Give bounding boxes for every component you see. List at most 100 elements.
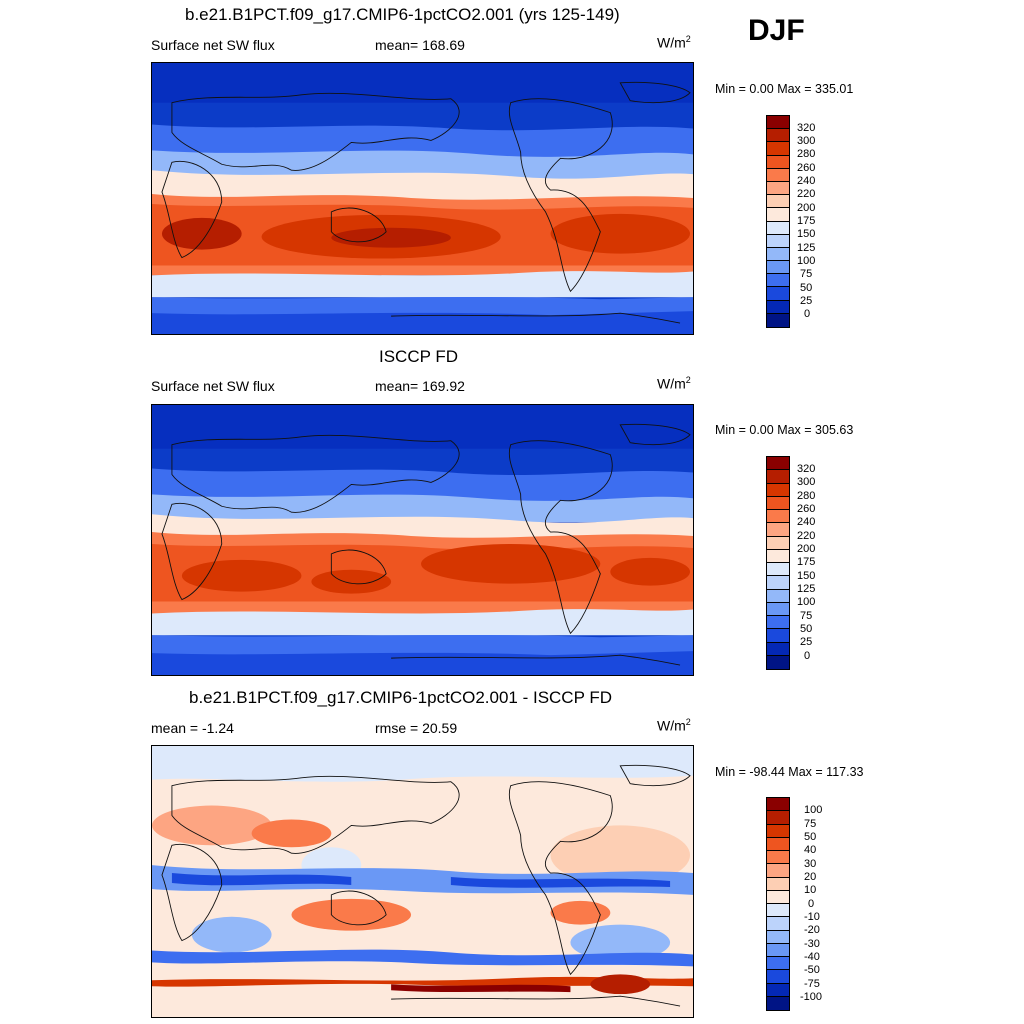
colorbar-cell [767,116,789,130]
colorbar-cell [767,983,789,997]
colorbar-tick-label: -30 [804,938,820,950]
colorbar-cell [767,510,789,524]
colorbar-cell [767,824,789,838]
colorbar-tick-label: 30 [804,858,817,870]
colorbar-cell [767,457,789,471]
colorbar-tick-label: -75 [804,978,820,990]
colorbar-cell [767,142,789,156]
colorbar-tick-label: 0 [804,308,811,320]
colorbar-cell [767,274,789,288]
panel-3-map [151,745,694,1018]
colorbar-tick-label: -50 [804,964,820,976]
colorbar-tick-label: 25 [800,636,813,648]
colorbar-cell [767,221,789,235]
colorbar-cell [767,287,789,301]
colorbar-tick-label: 75 [800,610,813,622]
colorbar-tick-label: -20 [804,924,820,936]
colorbar-cell [767,602,789,616]
colorbar-cell [767,837,789,851]
colorbar-tick-label: 300 [797,135,816,147]
colorbar-cell [767,616,789,630]
colorbar-tick-label: 175 [797,556,816,568]
colorbar-cell [767,798,789,812]
colorbar-cell [767,168,789,182]
colorbar-cell [767,208,789,222]
colorbar-cell [767,970,789,984]
colorbar-tick-label: -100 [800,991,823,1003]
colorbar-cell [767,261,789,275]
panel-2-units: W/m2 [657,375,691,392]
colorbar-cell [767,483,789,497]
panel-1-units: W/m2 [657,34,691,51]
colorbar-cell [767,851,789,865]
colorbar-tick-label: 240 [797,175,816,187]
panel-3-colorbar [766,797,790,1011]
colorbar-tick-label: 40 [804,844,817,856]
colorbar-cell [767,129,789,143]
colorbar-cell [767,523,789,537]
colorbar-tick-label: 100 [797,596,816,608]
panel-2-minmax: Min = 0.00 Max = 305.63 [715,423,854,437]
colorbar-tick-label: 280 [797,490,816,502]
colorbar-tick-label: 220 [797,530,816,542]
colorbar-cell [767,957,789,971]
colorbar-cell [767,655,789,669]
colorbar-tick-label: 320 [797,122,816,134]
colorbar-tick-label: 260 [797,503,816,515]
colorbar-cell [767,300,789,314]
panel-2-map [151,404,694,676]
colorbar-cell [767,589,789,603]
colorbar-tick-label: 100 [797,255,816,267]
colorbar-cell [767,536,789,550]
colorbar-cell [767,470,789,484]
colorbar-tick-label: 175 [797,215,816,227]
panel-1-map-field [152,63,693,334]
panel-1-variable-label: Surface net SW flux [151,37,275,53]
colorbar-tick-label: 200 [797,543,816,555]
colorbar-tick-label: 150 [797,228,816,240]
panel-1-mean-label: mean= 168.69 [375,37,465,53]
panel-1-minmax: Min = 0.00 Max = 335.01 [715,82,854,96]
panel-3-map-field [152,746,693,1017]
colorbar-cell [767,247,789,262]
panel-1-map [151,62,694,335]
season-label: DJF [748,14,805,47]
panel-3-units: W/m2 [657,717,691,734]
colorbar-cell [767,877,789,891]
panel-2-title: ISCCP FD [379,347,459,366]
colorbar-tick-label: 10 [804,884,817,896]
colorbar-tick-label: 0 [804,650,811,662]
panel-2-mean-label: mean= 169.92 [375,378,465,394]
colorbar-cell [767,576,789,590]
colorbar-cell [767,313,789,327]
colorbar-cell [767,864,789,878]
colorbar-cell [767,943,789,957]
colorbar-tick-label: 50 [800,623,813,635]
colorbar-tick-label: 300 [797,476,816,488]
panel-3-mean-label: mean = -1.24 [151,720,234,736]
colorbar-tick-label: -10 [804,911,820,923]
colorbar-cell [767,496,789,510]
colorbar-tick-label: 200 [797,202,816,214]
colorbar-tick-label: 125 [797,242,816,254]
colorbar-tick-label: 260 [797,162,816,174]
colorbar-cell [767,917,789,931]
colorbar-cell [767,996,789,1010]
colorbar-tick-label: 280 [797,148,816,160]
colorbar-tick-label: 50 [800,282,813,294]
colorbar-cell [767,234,789,248]
colorbar-tick-label: 25 [800,295,813,307]
colorbar-cell [767,629,789,643]
colorbar-cell [767,890,789,904]
panel-3-title: b.e21.B1PCT.f09_g17.CMIP6-1pctCO2.001 - … [189,688,612,707]
colorbar-tick-label: 125 [797,583,816,595]
colorbar-cell [767,549,789,563]
colorbar-tick-label: 75 [800,268,813,280]
colorbar-cell [767,155,789,169]
colorbar-tick-label: 75 [804,818,817,830]
colorbar-cell [767,195,789,209]
colorbar-cell [767,904,789,918]
colorbar-tick-label: -40 [804,951,820,963]
panel-2-colorbar [766,456,790,670]
colorbar-tick-label: 320 [797,463,816,475]
